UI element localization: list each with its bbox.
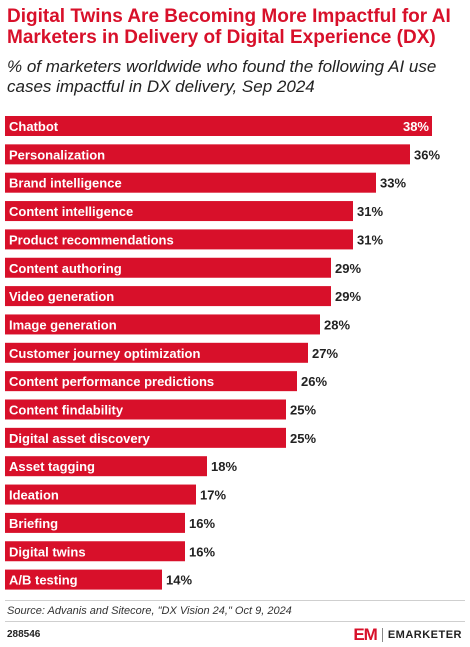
bar-row: Image generation 28% <box>5 314 350 335</box>
bar <box>5 484 196 505</box>
bar-label: Personalization <box>9 147 105 162</box>
bar-row: Product recommendations 31% <box>5 229 383 250</box>
value-label: 38% <box>403 119 429 134</box>
chart-title: Digital Twins Are Becoming More Impactfu… <box>7 6 451 48</box>
chart-id: 288546 <box>7 629 41 640</box>
bar-label: Briefing <box>9 516 58 531</box>
bar-row: Video generation 29% <box>5 286 361 307</box>
value-label: 33% <box>380 176 406 191</box>
bar-label: Content authoring <box>9 261 122 276</box>
bar-row: Customer journey optimization 27% <box>5 342 338 363</box>
bar-row: Briefing 16% <box>5 512 215 533</box>
bar <box>5 257 331 278</box>
bar <box>5 314 320 335</box>
bar-row: Personalization 36% <box>5 144 440 165</box>
bar-label: Asset tagging <box>9 459 95 474</box>
bar-row: Digital asset discovery 25% <box>5 427 316 448</box>
bar <box>5 541 185 562</box>
emarketer-logo: EM EMARKETER <box>353 625 462 645</box>
bar <box>5 569 162 590</box>
value-label: 29% <box>335 289 361 304</box>
chart-subtitle: % of marketers worldwide who found the f… <box>7 57 437 96</box>
bar-label: Product recommendations <box>9 232 174 247</box>
bar-label: Digital asset discovery <box>9 431 151 446</box>
bar <box>5 371 297 392</box>
bar-row: Brand intelligence 33% <box>5 172 406 193</box>
bar-label: Image generation <box>9 317 117 332</box>
bar-row: Content authoring 29% <box>5 257 361 278</box>
bar-label: Content intelligence <box>9 204 133 219</box>
bar-row: Content findability 25% <box>5 399 316 420</box>
brand-name: EMARKETER <box>387 629 462 641</box>
bar <box>5 144 410 165</box>
bar-label: Brand intelligence <box>9 176 122 191</box>
bar-row: Content intelligence 31% <box>5 201 383 222</box>
value-label: 25% <box>290 431 316 446</box>
bar <box>5 427 286 448</box>
bar-label: Video generation <box>9 289 114 304</box>
bar <box>5 456 207 477</box>
bar-row: Content performance predictions 26% <box>5 371 327 392</box>
bar-label: Ideation <box>9 488 59 503</box>
bar-label: Content findability <box>9 403 124 418</box>
bar-label: Customer journey optimization <box>9 346 200 361</box>
value-label: 25% <box>290 403 316 418</box>
bar-label: Digital twins <box>9 544 86 559</box>
bar-row: A/B testing 14% <box>5 569 192 590</box>
value-label: 14% <box>166 573 192 588</box>
value-label: 29% <box>335 261 361 276</box>
footer-divider <box>5 621 465 622</box>
bar <box>5 201 353 222</box>
bar-label: A/B testing <box>9 573 78 588</box>
bar <box>5 172 376 193</box>
value-label: 27% <box>312 346 338 361</box>
bar-label: Content performance predictions <box>9 374 214 389</box>
value-label: 16% <box>189 544 215 559</box>
bar <box>5 116 432 136</box>
bar <box>5 286 331 307</box>
value-label: 36% <box>414 147 440 162</box>
bar-row: Digital twins 16% <box>5 541 215 562</box>
value-label: 16% <box>189 516 215 531</box>
bar-label: Chatbot <box>9 119 59 134</box>
bar-chart: Chatbot 38% Personalization 36% Brand intell… <box>5 116 440 590</box>
bar-row: Chatbot 38% <box>5 116 432 136</box>
bar <box>5 342 308 363</box>
source-divider <box>5 600 465 601</box>
value-label: 31% <box>357 232 383 247</box>
bar-row: Ideation 17% <box>5 484 226 505</box>
bar <box>5 229 353 250</box>
em-logo-icon: EM <box>353 625 377 644</box>
bar <box>5 399 286 420</box>
value-label: 31% <box>357 204 383 219</box>
value-label: 28% <box>324 317 350 332</box>
value-label: 26% <box>301 374 327 389</box>
bar-row: Asset tagging 18% <box>5 456 237 477</box>
source-note: Source: Advanis and Sitecore, "DX Vision… <box>7 605 292 617</box>
value-label: 17% <box>200 488 226 503</box>
bar <box>5 512 185 533</box>
value-label: 18% <box>211 459 237 474</box>
logo-divider <box>381 628 383 642</box>
